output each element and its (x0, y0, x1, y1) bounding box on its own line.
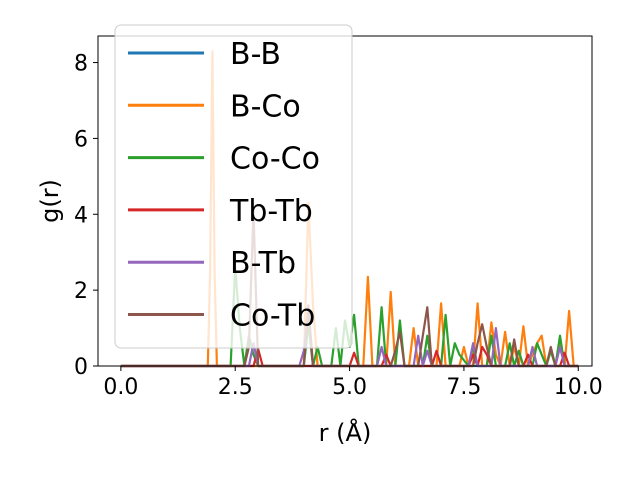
x-tick-label: 10.0 (554, 375, 603, 400)
legend-label: Tb-Tb (229, 194, 313, 229)
legend-label: Co-Tb (230, 299, 315, 334)
y-tick-label: 4 (74, 203, 88, 228)
x-axis: 0.0 2.5 5.0 7.5 10.0 (103, 366, 603, 400)
y-tick-label: 0 (74, 355, 88, 380)
x-tick-label: 0.0 (103, 375, 138, 400)
legend-label: B-Co (230, 89, 301, 124)
x-axis-label: r (Å) (319, 418, 372, 447)
y-axis-label: g(r) (36, 179, 64, 223)
legend-label: B-B (230, 37, 281, 72)
legend-label: Co-Co (230, 142, 320, 177)
legend: B-B B-Co Co-Co Tb-Tb B-Tb Co-Tb (114, 24, 353, 349)
y-tick-label: 8 (74, 52, 88, 77)
x-tick-label: 2.5 (218, 375, 253, 400)
y-tick-label: 6 (74, 127, 88, 152)
series-line-b-tb (120, 308, 579, 368)
y-tick-label: 2 (74, 279, 88, 304)
legend-label: B-Tb (230, 246, 296, 281)
x-tick-label: 5.0 (332, 375, 367, 400)
y-axis: 0 2 4 6 8 (74, 52, 98, 380)
x-tick-label: 7.5 (446, 375, 481, 400)
